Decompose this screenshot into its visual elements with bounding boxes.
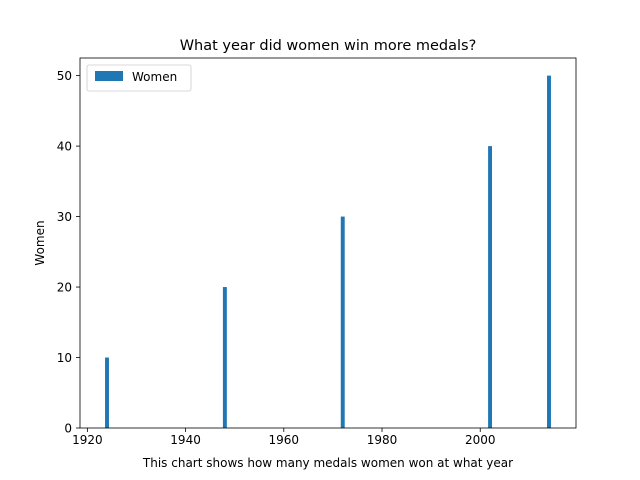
x-tick-label: 1940 <box>170 433 201 447</box>
y-tick-label: 50 <box>57 69 72 83</box>
y-tick-label: 10 <box>57 351 72 365</box>
x-tick-label: 1920 <box>72 433 103 447</box>
legend-swatch <box>95 71 123 81</box>
bar-2014 <box>547 75 551 428</box>
y-tick-label: 40 <box>57 140 72 154</box>
bar-1924 <box>105 357 109 428</box>
bar-1948 <box>222 287 227 428</box>
bar-1972 <box>340 216 345 428</box>
legend: Women <box>86 64 192 92</box>
x-axis-ticks: 1920 1940 1960 1980 2000 <box>72 428 496 447</box>
y-tick-label: 20 <box>57 281 72 295</box>
bar-2002 <box>488 146 493 428</box>
plot-frame <box>79 57 577 429</box>
y-axis-label: Women <box>33 220 47 265</box>
legend-label: Women <box>132 70 177 84</box>
y-axis-ticks: 0 10 20 30 40 50 <box>57 69 80 436</box>
x-tick-label: 1980 <box>367 433 398 447</box>
x-tick-label: 2000 <box>465 433 496 447</box>
y-tick-label: 0 <box>64 422 72 436</box>
bars <box>105 75 551 428</box>
chart-title: What year did women win more medals? <box>180 38 477 54</box>
x-axis-label: This chart shows how many medals women w… <box>142 456 513 470</box>
y-tick-label: 30 <box>57 210 72 224</box>
x-tick-label: 1960 <box>269 433 300 447</box>
